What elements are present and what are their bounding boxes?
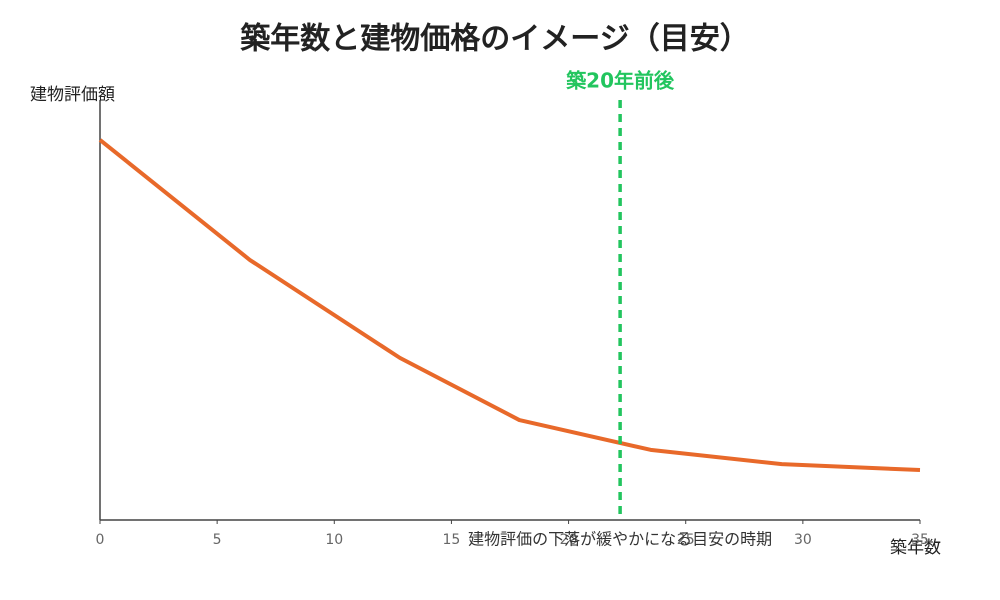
y-axis-label: 建物評価額 [30, 85, 115, 105]
x-tick-label: 20 [560, 532, 578, 548]
x-tick-label: 10 [325, 532, 343, 548]
x-tick-label: 25 [677, 532, 695, 548]
annotation: 建物評価の下落が緩やかになる目安の時期 [468, 530, 772, 549]
x-tick-label: 5 [213, 532, 222, 548]
x-axis-label: 築年数 [890, 538, 941, 558]
data-line [98, 138, 921, 473]
chart-title: 築年数と建物価格のイメージ（目安） [240, 22, 749, 57]
x-tick-label: 35 [911, 532, 929, 548]
reference-label: 築20年前後 [565, 69, 675, 93]
x-tick-label: 30 [794, 532, 812, 548]
x-tick-label: 0 [96, 532, 105, 548]
x-tick-label: 15 [443, 532, 461, 548]
